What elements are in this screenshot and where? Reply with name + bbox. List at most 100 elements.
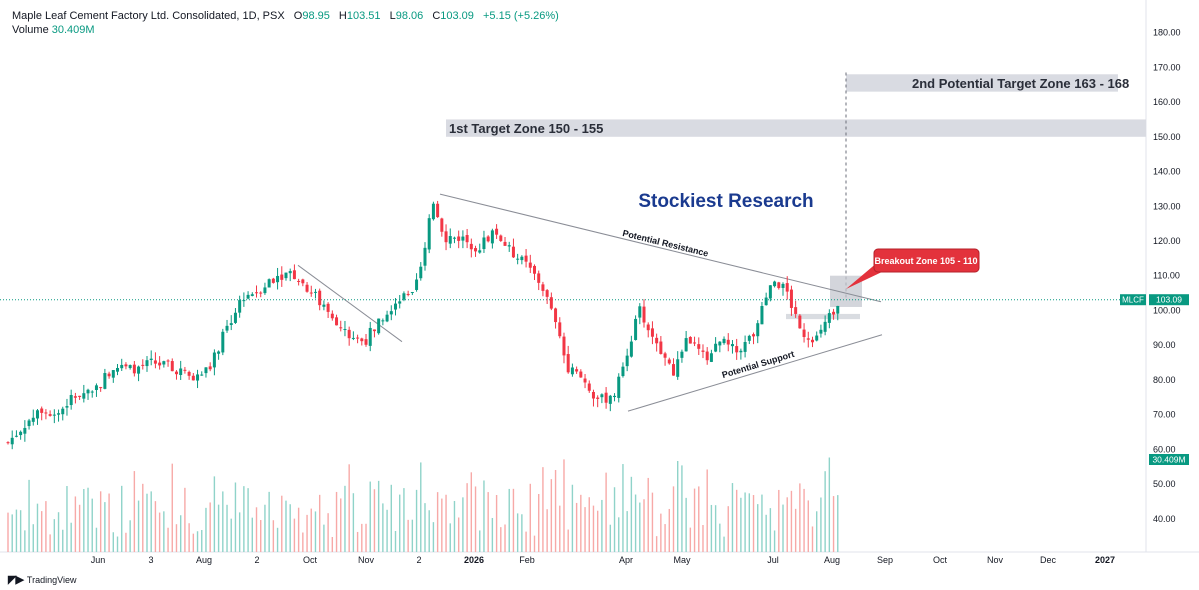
- candle-body[interactable]: [381, 320, 385, 322]
- candle-body[interactable]: [810, 339, 814, 343]
- candle-body[interactable]: [465, 235, 469, 243]
- candle-body[interactable]: [528, 262, 532, 268]
- candle-body[interactable]: [819, 329, 823, 334]
- candle-body[interactable]: [145, 360, 149, 367]
- candle-body[interactable]: [697, 344, 701, 349]
- target-zone-1[interactable]: [446, 119, 1146, 137]
- candle-body[interactable]: [566, 354, 570, 373]
- candle-body[interactable]: [743, 341, 747, 352]
- candle-body[interactable]: [196, 374, 200, 381]
- candle-body[interactable]: [562, 336, 566, 356]
- candle-body[interactable]: [82, 393, 86, 399]
- candle-body[interactable]: [107, 373, 111, 377]
- candle-body[interactable]: [684, 338, 688, 352]
- candle-body[interactable]: [322, 304, 326, 307]
- candle-body[interactable]: [69, 394, 73, 406]
- candle-body[interactable]: [718, 341, 722, 346]
- candle-body[interactable]: [613, 395, 617, 398]
- candle-body[interactable]: [427, 218, 431, 250]
- candle-body[interactable]: [90, 391, 94, 393]
- candle-body[interactable]: [57, 413, 61, 415]
- candle-body[interactable]: [524, 255, 528, 262]
- candle-body[interactable]: [604, 392, 608, 403]
- candle-body[interactable]: [836, 305, 840, 314]
- candle-body[interactable]: [19, 431, 23, 436]
- candle-body[interactable]: [747, 335, 751, 341]
- candle-body[interactable]: [280, 274, 284, 280]
- candle-body[interactable]: [297, 280, 301, 282]
- candle-body[interactable]: [356, 337, 360, 339]
- candle-body[interactable]: [815, 335, 819, 341]
- candle-body[interactable]: [267, 279, 271, 288]
- candle-body[interactable]: [153, 360, 157, 364]
- candle-body[interactable]: [688, 337, 692, 344]
- candle-body[interactable]: [444, 231, 448, 243]
- candle-body[interactable]: [650, 328, 654, 337]
- candle-body[interactable]: [709, 353, 713, 362]
- candle-body[interactable]: [646, 324, 650, 331]
- candle-body[interactable]: [448, 236, 452, 244]
- candle-body[interactable]: [419, 266, 423, 279]
- candle-body[interactable]: [537, 273, 541, 283]
- candle-body[interactable]: [48, 414, 52, 416]
- candle-body[interactable]: [520, 256, 524, 261]
- candle-body[interactable]: [516, 258, 520, 260]
- candle-body[interactable]: [187, 371, 191, 376]
- candle-body[interactable]: [469, 243, 473, 250]
- candle-body[interactable]: [116, 367, 120, 372]
- candle-body[interactable]: [10, 437, 14, 445]
- candle-body[interactable]: [406, 293, 410, 295]
- potential-support-line[interactable]: [627, 334, 883, 412]
- candle-body[interactable]: [364, 339, 368, 345]
- candle-body[interactable]: [410, 291, 414, 293]
- candle-body[interactable]: [461, 236, 465, 241]
- candle-body[interactable]: [162, 361, 166, 365]
- candle-body[interactable]: [78, 395, 82, 397]
- candle-body[interactable]: [99, 387, 103, 389]
- candle-body[interactable]: [170, 361, 174, 372]
- candle-body[interactable]: [617, 376, 621, 398]
- candle-body[interactable]: [246, 294, 250, 299]
- candle-body[interactable]: [132, 364, 136, 374]
- candle-body[interactable]: [301, 279, 305, 284]
- candle-body[interactable]: [452, 237, 456, 239]
- candle-body[interactable]: [474, 248, 478, 252]
- minor-downtrend-line[interactable]: [297, 264, 403, 343]
- candle-body[interactable]: [642, 306, 646, 323]
- candle-body[interactable]: [773, 281, 777, 287]
- candle-body[interactable]: [212, 352, 216, 368]
- candle-body[interactable]: [785, 283, 789, 292]
- candle-body[interactable]: [385, 314, 389, 322]
- candle-body[interactable]: [768, 285, 772, 299]
- candle-body[interactable]: [174, 371, 178, 375]
- candle-body[interactable]: [579, 371, 583, 378]
- candle-body[interactable]: [511, 246, 515, 258]
- candle-body[interactable]: [798, 315, 802, 329]
- candle-body[interactable]: [360, 338, 364, 342]
- candle-body[interactable]: [629, 341, 633, 357]
- candle-body[interactable]: [663, 353, 667, 358]
- candle-body[interactable]: [347, 329, 351, 339]
- candle-body[interactable]: [431, 203, 435, 220]
- candle-body[interactable]: [693, 342, 697, 344]
- candle-body[interactable]: [752, 334, 756, 337]
- candle-body[interactable]: [722, 338, 726, 344]
- candle-body[interactable]: [415, 279, 419, 290]
- candle-body[interactable]: [701, 350, 705, 352]
- candle-body[interactable]: [705, 351, 709, 361]
- candle-body[interactable]: [40, 408, 44, 413]
- candle-body[interactable]: [756, 323, 760, 337]
- candle-body[interactable]: [259, 292, 263, 294]
- candle-body[interactable]: [250, 294, 254, 296]
- candle-body[interactable]: [608, 395, 612, 404]
- candle-body[interactable]: [823, 321, 827, 332]
- candle-body[interactable]: [667, 359, 671, 364]
- candle-body[interactable]: [398, 301, 402, 304]
- candle-body[interactable]: [221, 331, 225, 353]
- candle-body[interactable]: [73, 396, 77, 398]
- target-zone-2[interactable]: [846, 74, 1118, 92]
- candle-body[interactable]: [313, 291, 317, 293]
- candle-body[interactable]: [638, 306, 642, 318]
- candle-body[interactable]: [457, 236, 461, 241]
